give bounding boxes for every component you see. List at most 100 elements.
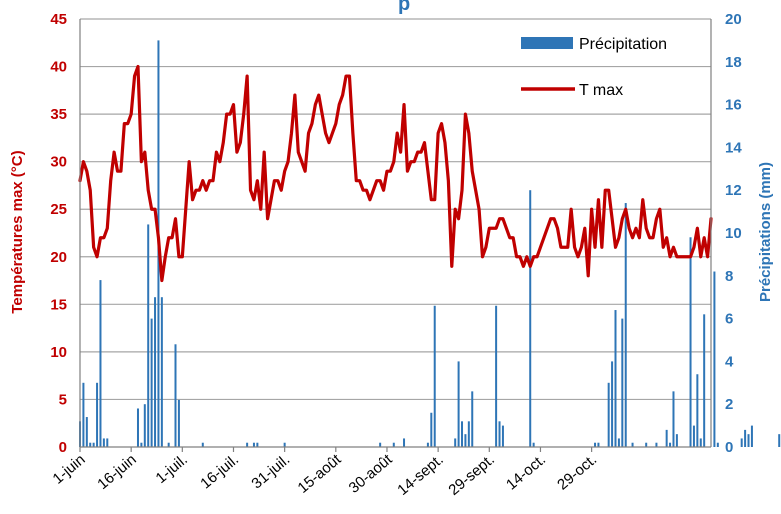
y-axis-left-title: Températures max (°C)	[9, 150, 26, 313]
precipitation-bar	[85, 417, 88, 447]
precipitation-bar	[703, 314, 706, 447]
precipitation-bar	[150, 318, 153, 447]
precipitation-bar	[379, 442, 382, 447]
precipitation-bar	[689, 237, 692, 447]
precipitation-bar	[464, 434, 467, 447]
precipitation-bar	[614, 310, 617, 447]
legend-swatch-precipitation	[521, 37, 573, 49]
precipitation-bar	[143, 404, 146, 447]
x-tick-label: 1-juil.	[152, 451, 190, 487]
precipitation-bar	[430, 412, 433, 447]
precipitation-bar	[532, 442, 535, 447]
precipitation-bar	[99, 280, 102, 447]
y-left-tick-label: 10	[50, 344, 67, 361]
y-right-tick-label: 8	[725, 268, 733, 285]
precipitation-bar	[713, 271, 716, 447]
precipitation-bar	[102, 438, 105, 447]
x-axis-ticks: 1-juin 16-juin 1-juil. 16-juil. 31-juil. 15-a…	[50, 447, 600, 499]
precipitation-bar	[174, 344, 177, 447]
y-right-tick-label: 14	[725, 139, 742, 156]
precipitation-bar	[201, 442, 204, 447]
x-tick-label: 30-août	[346, 451, 397, 497]
precipitation-bar	[696, 374, 699, 447]
y-left-tick-label: 30	[50, 154, 67, 171]
y-right-tick-label: 0	[725, 439, 733, 456]
precipitation-bar	[256, 442, 259, 447]
x-tick-label: 14-sept.	[394, 451, 446, 499]
precipitation-bar	[621, 318, 624, 447]
precipitation-bar	[106, 438, 109, 447]
precipitation-bar	[744, 429, 747, 447]
y-right-tick-label: 6	[725, 311, 733, 328]
precipitation-bar	[747, 434, 750, 447]
precipitation-bar	[529, 190, 532, 447]
precipitation-bar	[461, 421, 464, 447]
precipitation-bar	[672, 391, 675, 447]
y-right-tick-label: 20	[725, 11, 742, 28]
y-left-tick-label: 20	[50, 249, 67, 266]
y-left-tick-label: 15	[50, 296, 67, 313]
precipitation-bar	[82, 382, 85, 447]
precipitation-bar	[433, 305, 436, 447]
precipitation-bar	[699, 438, 702, 447]
precipitation-bar	[655, 442, 658, 447]
x-tick-label: 29-oct.	[554, 451, 600, 494]
chart-title-group: p	[398, 0, 410, 15]
precipitation-bar	[136, 408, 139, 447]
precipitation-bar	[89, 442, 92, 447]
precipitation-bar	[611, 361, 614, 447]
x-tick-label: 15-août	[294, 451, 345, 497]
precipitation-bar	[597, 442, 600, 447]
precipitation-bar	[457, 361, 460, 447]
y-left-tick-label: 45	[50, 11, 67, 28]
y-right-tick-label: 18	[725, 54, 742, 71]
precipitation-bar	[167, 442, 170, 447]
x-tick-label: 29-sept.	[445, 451, 497, 499]
precipitation-bar	[669, 442, 672, 447]
precipitation-bar	[607, 382, 610, 447]
precipitation-bar	[147, 224, 150, 447]
x-tick-label: 31-juil.	[248, 451, 293, 492]
y-left-tick-label: 0	[59, 439, 67, 456]
y-right-tick-label: 2	[725, 396, 733, 413]
precipitation-bar	[645, 442, 648, 447]
precipitation-bar	[471, 391, 474, 447]
x-tick-label: 14-oct.	[503, 451, 549, 494]
y-right-tick-label: 4	[725, 353, 734, 370]
y-right-tick-label: 12	[725, 182, 742, 199]
y-right-tick-label: 16	[725, 97, 742, 114]
precipitation-bar	[716, 442, 719, 447]
precipitation-bar	[495, 305, 498, 447]
x-tick-label: 16-juil.	[197, 451, 242, 492]
precipitation-bar	[594, 442, 597, 447]
x-tick-label: 16-juin	[94, 451, 139, 493]
precipitation-bar	[96, 382, 99, 447]
precipitation-bar	[92, 442, 95, 447]
precipitation-bar	[454, 438, 457, 447]
legend: Précipitation T max	[521, 36, 667, 99]
precipitation-bar	[692, 425, 695, 447]
y-left-tick-label: 40	[50, 59, 67, 76]
precipitation-bar	[160, 297, 163, 447]
chart-title: p	[398, 0, 410, 15]
legend-label-precipitation: Précipitation	[579, 36, 667, 53]
right-axis-ticks: 0 2 4 6 8 10 12 14 16 18 20	[725, 11, 742, 456]
precipitation-bar	[177, 399, 180, 447]
precipitation-bar	[283, 442, 286, 447]
precipitation-bar	[631, 442, 634, 447]
precipitation-bar	[140, 442, 143, 447]
precipitation-bar	[426, 442, 429, 447]
y-axis-right-title: Précipitations (mm)	[757, 162, 774, 302]
y-left-tick-label: 35	[50, 106, 67, 123]
x-tick-label: 1-juin	[50, 451, 89, 488]
precipitation-bar	[740, 438, 743, 447]
precipitation-bar	[392, 442, 395, 447]
precipitation-bar	[750, 425, 753, 447]
precipitation-bars	[79, 40, 781, 448]
legend-label-t-max: T max	[579, 82, 623, 99]
precipitation-bar	[154, 297, 157, 447]
axes	[79, 19, 712, 448]
precipitation-bar	[665, 429, 668, 447]
precipitation-bar	[617, 438, 620, 447]
